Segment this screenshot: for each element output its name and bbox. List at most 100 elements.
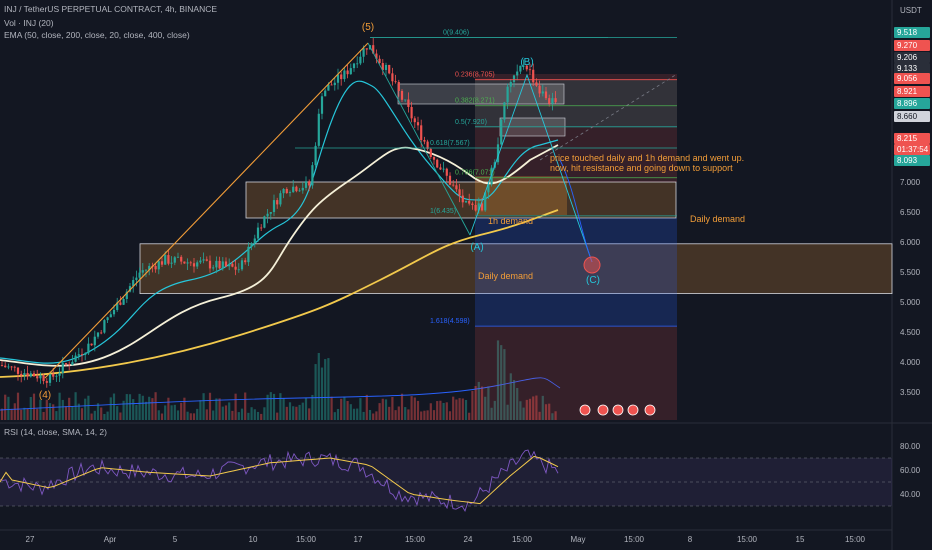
volume-bar [432, 410, 436, 420]
candle [308, 181, 311, 186]
zone-label: 1h demand [488, 216, 533, 226]
candle [64, 363, 68, 365]
volume-bar [55, 411, 58, 420]
candle [416, 122, 420, 126]
candle [429, 148, 432, 157]
candle [477, 203, 480, 211]
projection-arrow [559, 159, 593, 263]
x-tick-label: 15 [796, 535, 805, 544]
volume-bar [16, 392, 20, 420]
candle [218, 260, 221, 269]
candle [269, 212, 272, 214]
candle [80, 354, 84, 356]
candle [436, 159, 439, 168]
candle [48, 373, 52, 383]
candle [224, 261, 228, 267]
volume-bar [487, 386, 490, 420]
candle [116, 302, 119, 310]
volume-bar [359, 398, 362, 420]
daily-demand-zone-lower [139, 243, 893, 295]
y-tick-label: 5.000 [900, 298, 921, 307]
x-tick-label: 15:00 [624, 535, 645, 544]
volume-bar [45, 399, 48, 420]
volume-bar [304, 397, 308, 420]
volume-bar [4, 394, 7, 420]
candle [349, 68, 352, 75]
volume-bar [122, 400, 125, 420]
candle [445, 168, 448, 176]
volume-bar [199, 400, 202, 420]
candle [112, 309, 116, 315]
candle [282, 188, 285, 194]
volume-bar [263, 407, 266, 420]
price-label-box [894, 52, 930, 63]
candle [68, 364, 71, 366]
candle [237, 269, 240, 271]
volume-bar [189, 413, 192, 420]
x-tick-label: Apr [104, 535, 117, 544]
candle [186, 262, 189, 264]
candle [119, 302, 122, 305]
candle [244, 260, 247, 263]
volume-bar [298, 404, 301, 420]
price-label: 8.896 [897, 99, 918, 108]
volume-bar [506, 404, 509, 420]
ema-legend: EMA (50, close, 200, close, 20, close, 4… [4, 30, 190, 40]
candle [490, 167, 493, 185]
volume-bar [538, 411, 541, 420]
candle [279, 193, 282, 205]
volume-bar [288, 402, 292, 420]
volume-bar [237, 412, 240, 420]
volume-bar [32, 393, 36, 420]
rsi-sma-line [0, 455, 559, 505]
candle [420, 125, 423, 141]
candle [164, 255, 167, 265]
candle [426, 141, 429, 149]
volume-bar [525, 399, 528, 420]
candle [170, 262, 173, 264]
volume-bar [269, 392, 272, 420]
ema-50-line [0, 144, 559, 367]
candle [452, 184, 455, 186]
volume-bar [26, 408, 29, 420]
fib-label: 1.618(4.598) [430, 318, 470, 325]
volume-bar [461, 398, 464, 420]
candle [384, 64, 388, 70]
price-label: 8.921 [897, 87, 918, 96]
volume-bar [167, 397, 170, 420]
candle [234, 266, 237, 270]
fib-label: 0(9.406) [443, 30, 469, 37]
volume-bar [308, 408, 311, 420]
volume-bar [528, 398, 532, 420]
price-label-box [894, 155, 930, 166]
candle [480, 203, 484, 211]
volume-legend: Vol · INJ (20) [4, 18, 54, 28]
volume-bar [135, 404, 138, 420]
wave-label: (B) [520, 57, 533, 68]
volume-bar [132, 399, 135, 420]
candle [356, 63, 359, 65]
candle [55, 375, 58, 377]
candle [180, 256, 183, 262]
volume-bar [468, 412, 471, 420]
volume-bar [282, 398, 285, 420]
candle [39, 375, 42, 379]
candle [231, 263, 234, 267]
volume-bar [68, 397, 71, 420]
event-icon [627, 404, 639, 416]
candle [183, 261, 186, 264]
volume-bar [138, 393, 141, 420]
volume-bar [320, 367, 324, 420]
price-label-box [894, 144, 930, 155]
volume-bar [272, 393, 276, 420]
volume-bar [128, 394, 132, 420]
candle [157, 261, 160, 270]
volume-bar [93, 410, 96, 420]
candle [375, 53, 378, 59]
candle [535, 82, 538, 86]
volume-bar [407, 409, 410, 420]
wave-label: (A) [470, 242, 483, 253]
volume-bar [20, 409, 23, 420]
volume-bar [106, 411, 109, 420]
